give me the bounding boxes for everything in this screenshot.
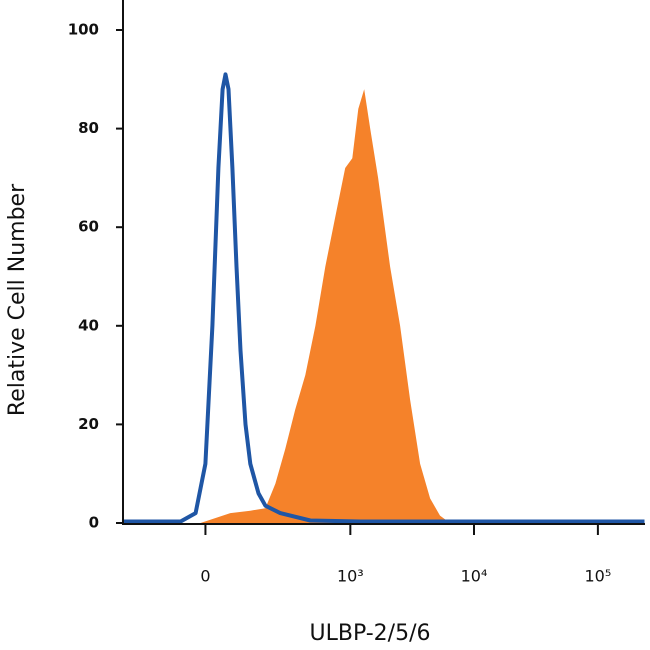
y-tick-label: 0: [89, 514, 99, 532]
area: [200, 89, 450, 523]
x-tick-label: 10³: [337, 567, 364, 586]
line: [123, 72, 645, 524]
x-tick-label: 10⁴: [461, 567, 488, 586]
y-tick-label: 40: [78, 316, 99, 334]
y-axis-label: Relative Cell Number: [5, 183, 30, 416]
y-tick-label: 20: [78, 415, 99, 433]
x-axis-label: ULBP-2/5/6: [310, 621, 431, 646]
x-tick-label: 0: [200, 567, 210, 586]
x-tick-label: 10⁵: [585, 567, 612, 586]
y-tick-label: 80: [78, 119, 99, 137]
y-tick-label: 100: [68, 21, 99, 39]
y-tick-label: 60: [78, 218, 99, 236]
